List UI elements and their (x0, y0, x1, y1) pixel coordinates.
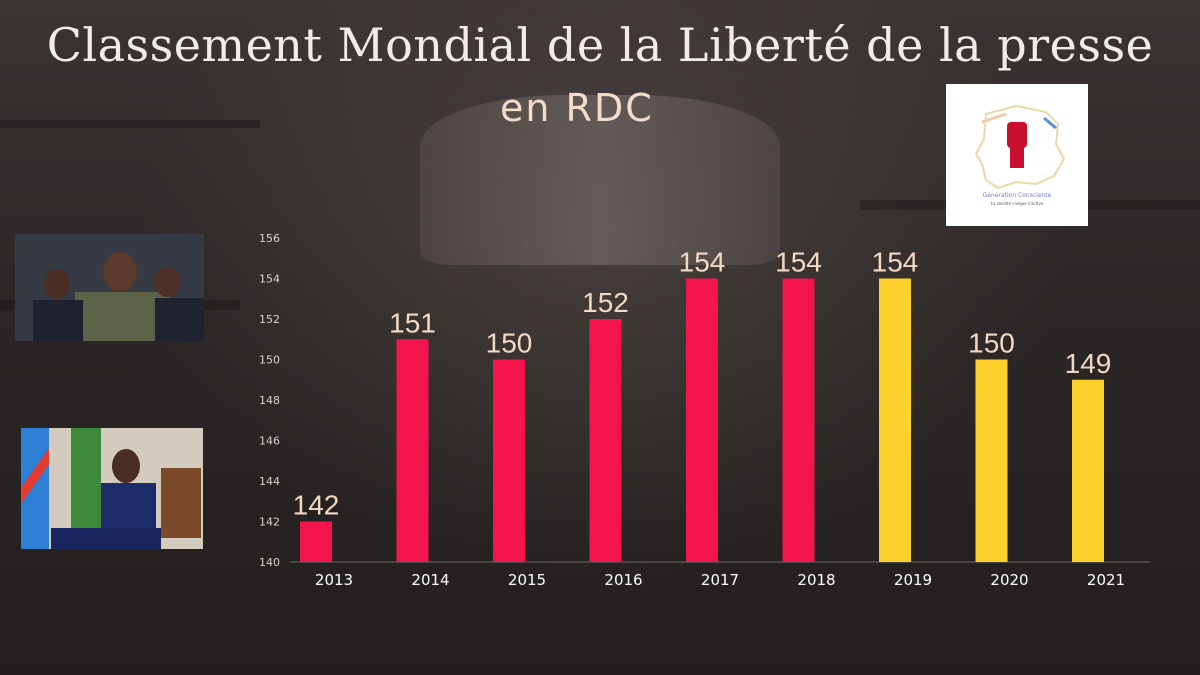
page-subtitle: en RDC (500, 86, 654, 130)
value-label-2018: 154 (775, 247, 822, 278)
value-label-2015: 150 (486, 328, 533, 359)
logo-name: Génération Consciente (982, 192, 1052, 199)
x-tick-label-2014: 2014 (411, 571, 449, 589)
value-label-2014: 151 (389, 307, 436, 338)
shelf-decoration (0, 120, 260, 128)
y-tick-label: 140 (259, 556, 280, 569)
y-tick-label: 154 (259, 273, 280, 286)
value-label-2020: 150 (968, 328, 1015, 359)
congo-map-fist-icon (974, 104, 1066, 190)
y-tick-label: 152 (259, 313, 280, 326)
x-tick-label-2017: 2017 (701, 571, 739, 589)
x-tick-label-2013: 2013 (315, 571, 353, 589)
y-tick-label: 156 (259, 232, 280, 245)
value-label-2017: 154 (679, 247, 726, 278)
logo: Génération Consciente La société civique… (946, 84, 1088, 226)
bar-2018 (782, 278, 815, 562)
value-label-2013: 142 (293, 490, 340, 521)
bar-2015 (493, 359, 525, 562)
value-label-2019: 154 (872, 247, 919, 278)
x-tick-label-2016: 2016 (604, 571, 642, 589)
bar-2013 (300, 521, 332, 562)
bar-2021 (1072, 379, 1104, 562)
y-tick-label: 150 (259, 354, 280, 367)
value-label-2021: 149 (1065, 348, 1112, 379)
x-tick-label-2020: 2020 (990, 571, 1028, 589)
x-tick-label-2021: 2021 (1087, 571, 1125, 589)
photo-current-president (21, 428, 203, 549)
y-tick-label: 146 (259, 435, 280, 448)
page-title: Classement Mondial de la Liberté de la p… (46, 18, 1154, 72)
photo-former-president (15, 234, 204, 341)
x-tick-label-2018: 2018 (797, 571, 835, 589)
bar-2019 (879, 278, 911, 562)
bar-2016 (589, 319, 622, 562)
logo-tagline: La société civique s'active (990, 201, 1044, 206)
bar-2017 (686, 278, 718, 562)
value-label-2016: 152 (582, 287, 629, 318)
x-tick-label-2019: 2019 (894, 571, 932, 589)
open-book-icon (420, 95, 780, 265)
bar-2020 (975, 359, 1008, 562)
bar-2014 (396, 339, 429, 562)
x-tick-label-2015: 2015 (508, 571, 546, 589)
y-tick-label: 148 (259, 394, 280, 407)
y-tick-label: 142 (259, 516, 280, 529)
y-tick-label: 144 (259, 475, 280, 488)
